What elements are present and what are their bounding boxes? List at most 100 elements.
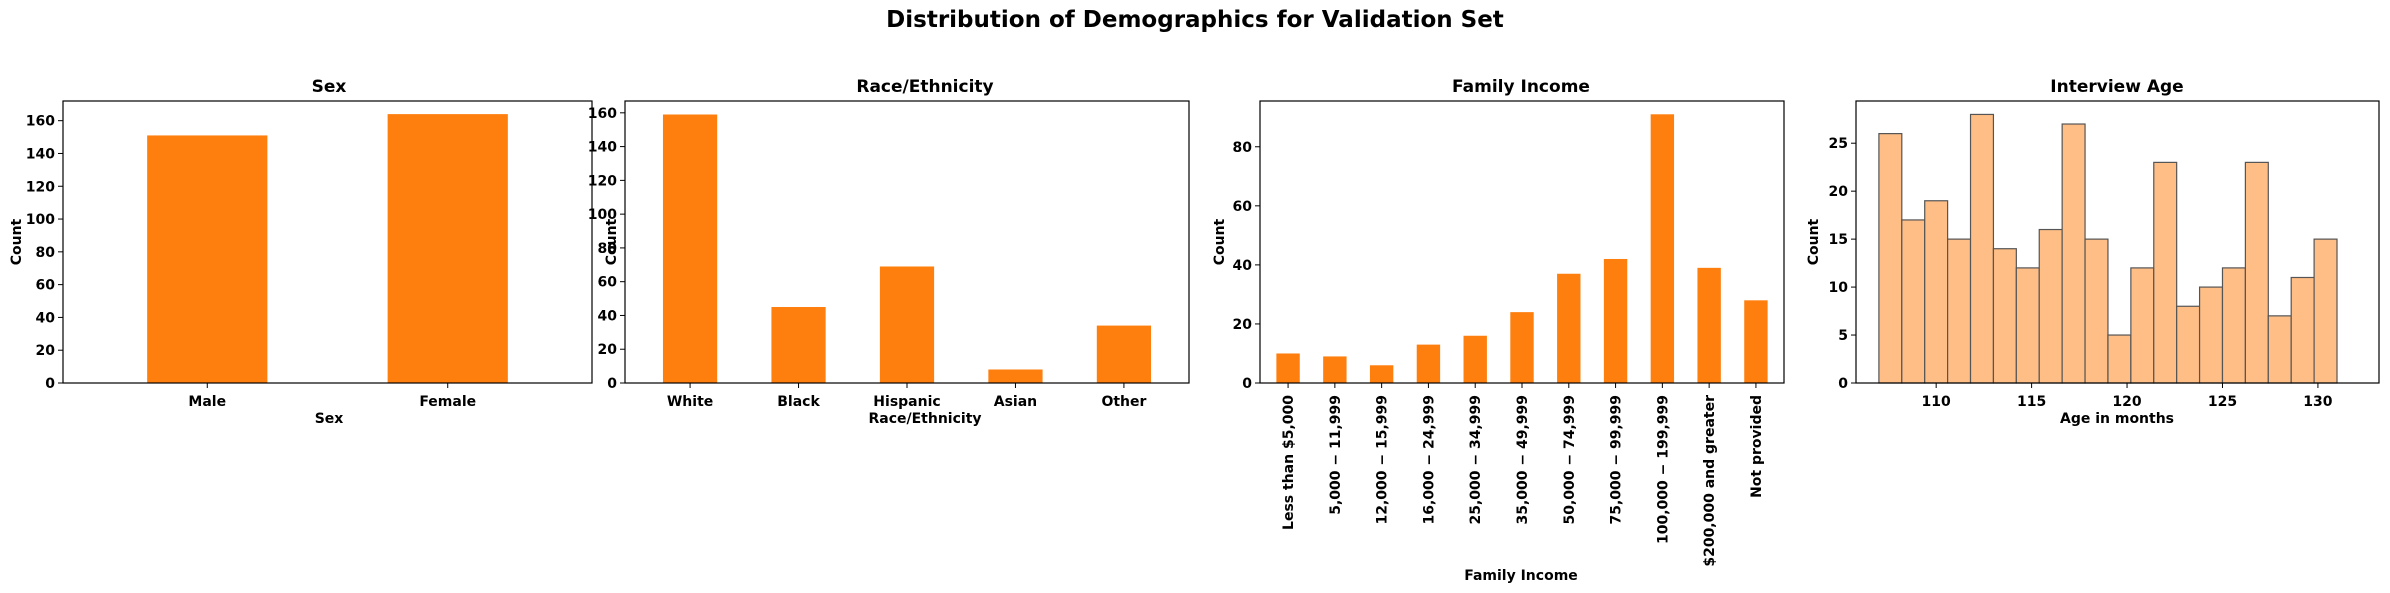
- x-tick-label: 25,000 − 34,999: [1468, 395, 1484, 525]
- y-tick-label: 0: [45, 376, 55, 392]
- plot-area-2: Less than $5,000 5,000 − 11,999 12,000 − 1…: [1233, 100, 1785, 567]
- figure-suptitle: Distribution of Demographics for Validat…: [886, 7, 1504, 33]
- x-tick-label: 16,000 − 24,999: [1421, 395, 1437, 525]
- y-axis-label: Count: [1212, 218, 1228, 265]
- y-tick-label: 20: [36, 343, 56, 359]
- y-tick-label: 20: [1829, 184, 1849, 200]
- x-tick-label: Black: [777, 394, 820, 410]
- histogram-bar: [1924, 200, 1949, 384]
- bar: [879, 266, 935, 383]
- y-tick-label: 60: [598, 275, 618, 291]
- y-tick-label: 10: [1829, 280, 1849, 296]
- x-tick-label: 110: [1922, 394, 1951, 410]
- y-tick-label: 80: [598, 241, 618, 257]
- y-tick-label: 0: [1838, 376, 1848, 392]
- panel-title: Sex: [312, 77, 347, 97]
- panel-title: Interview Age: [2050, 77, 2183, 97]
- histogram-bar: [2221, 267, 2246, 384]
- bar: [1416, 344, 1441, 383]
- x-tick-label: 115: [2017, 394, 2046, 410]
- y-axis-label: Count: [1806, 218, 1822, 265]
- x-axis-label: Race/Ethnicity: [868, 411, 981, 427]
- histogram-bar: [1992, 248, 2017, 384]
- panel-sex: Sex Count Sex: [9, 77, 346, 427]
- y-tick-label: 60: [36, 278, 56, 294]
- histogram-bar: [1969, 113, 1995, 384]
- x-axis-label: Age in months: [2060, 411, 2174, 427]
- y-tick-label: 120: [588, 173, 617, 189]
- histogram-bar: [2290, 276, 2315, 384]
- y-tick-label: 120: [26, 179, 55, 195]
- x-tick-label: Other: [1101, 394, 1146, 410]
- y-axis-label: Count: [9, 218, 25, 265]
- histogram-bar: [2267, 315, 2292, 384]
- axes-frame: [624, 100, 1190, 384]
- y-tick-label: 20: [1233, 317, 1253, 333]
- panel-family-income: Family Income Count Family Income: [1212, 77, 1590, 584]
- x-axis-label: Family Income: [1464, 568, 1578, 584]
- histogram-bar: [2084, 238, 2109, 384]
- histogram-bar: [1947, 238, 1972, 384]
- histogram-bar: [2313, 238, 2338, 384]
- y-tick-label: 40: [598, 308, 618, 324]
- bar: [771, 307, 826, 383]
- x-tick-label: 120: [2112, 394, 2141, 410]
- y-tick-label: 100: [26, 212, 55, 228]
- y-tick-label: 140: [588, 140, 617, 156]
- axes-frame: [62, 100, 593, 384]
- histogram-bar: [2176, 305, 2201, 384]
- y-tick-label: 40: [1233, 258, 1253, 274]
- x-tick-label: 50,000 − 74,999: [1562, 395, 1578, 525]
- panel-interview-age: Interview Age Count Age in months: [1806, 77, 2184, 427]
- x-tick-label: 5,000 − 11,999: [1328, 395, 1344, 515]
- histogram-bar: [2107, 334, 2132, 384]
- y-tick-label: 160: [26, 114, 55, 130]
- bar: [1510, 312, 1534, 383]
- x-axis-label: Sex: [315, 411, 344, 427]
- bar: [1323, 356, 1347, 383]
- bar: [1603, 258, 1628, 383]
- y-tick-label: 5: [1838, 328, 1848, 344]
- y-tick-label: 140: [26, 146, 55, 162]
- bar: [1369, 365, 1394, 383]
- panel-title: Family Income: [1452, 77, 1590, 97]
- bar: [1697, 267, 1721, 383]
- histogram-bar: [1901, 219, 1926, 384]
- y-tick-label: 80: [1233, 140, 1253, 156]
- plot-area-3: 110 115 120 125 130 0 5 10 15 20 25: [1829, 100, 2380, 410]
- axes-frame: [1259, 100, 1785, 384]
- x-tick-label: 130: [2303, 394, 2332, 410]
- y-tick-label: 0: [607, 376, 617, 392]
- y-tick-label: 60: [1233, 199, 1253, 215]
- bar: [1650, 114, 1675, 383]
- x-tick-label: 125: [2208, 394, 2237, 410]
- y-tick-label: 160: [588, 106, 617, 122]
- x-tick-label: Asian: [994, 394, 1037, 410]
- bar: [1744, 300, 1768, 383]
- histogram-bar: [2061, 123, 2086, 384]
- y-tick-label: 80: [36, 245, 56, 261]
- bar: [147, 135, 268, 383]
- axes-frame: [1855, 100, 2380, 384]
- histogram-bar: [2130, 267, 2155, 384]
- x-tick-label: Male: [188, 394, 226, 410]
- bar: [662, 114, 718, 384]
- y-tick-label: 100: [588, 207, 617, 223]
- x-tick-label: White: [667, 394, 713, 410]
- x-tick-label: Hispanic: [873, 394, 940, 410]
- bar: [1557, 273, 1581, 383]
- histogram-bar: [2038, 228, 2063, 384]
- histogram-bar: [2153, 161, 2178, 384]
- x-tick-label: Not provided: [1749, 395, 1765, 498]
- histogram-bar: [2015, 267, 2040, 384]
- histogram-bar: [2244, 161, 2269, 384]
- bar: [1463, 335, 1487, 383]
- x-tick-label: 100,000 − 199,999: [1655, 395, 1671, 544]
- histogram-bar: [1878, 133, 1903, 384]
- bar: [1096, 325, 1152, 383]
- x-tick-label: Less than $5,000: [1281, 395, 1297, 530]
- y-axis-label: Count: [604, 218, 620, 265]
- bar: [387, 114, 508, 384]
- y-tick-label: 15: [1829, 232, 1848, 248]
